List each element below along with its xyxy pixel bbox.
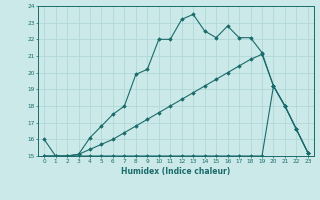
X-axis label: Humidex (Indice chaleur): Humidex (Indice chaleur) xyxy=(121,167,231,176)
